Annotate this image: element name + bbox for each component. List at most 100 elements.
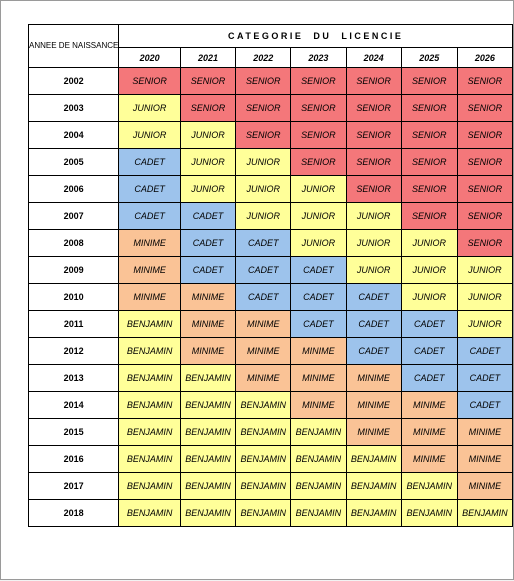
- category-cell: BENJAMIN: [235, 499, 292, 527]
- season-year-row: 2020 2021 2022 2023 2024 2025 2026: [29, 47, 514, 68]
- season-year-header: 2022: [235, 47, 292, 68]
- category-cell: MINIME: [456, 418, 514, 446]
- category-cell: JUNIOR: [118, 121, 181, 149]
- category-cell: JUNIOR: [179, 121, 237, 149]
- table-row: 2014 BENJAMIN BENJAMIN BENJAMIN MINIME MINIME…: [27, 391, 514, 419]
- category-cell: MINIME: [118, 256, 181, 284]
- table-row: 2017 BENJAMIN BENJAMIN BENJAMIN BENJAMIN BENJ…: [27, 472, 514, 500]
- category-cell: MINIME: [400, 418, 458, 446]
- category-cell: CADET: [456, 364, 514, 392]
- category-cell: BENJAMIN: [179, 472, 237, 500]
- birth-year-cell: 2006: [27, 175, 120, 203]
- category-cell: MINIME: [235, 364, 292, 392]
- category-cell: CADET: [118, 148, 181, 176]
- season-year-header: 2026: [456, 47, 514, 68]
- category-cell: SENIOR: [456, 94, 514, 122]
- category-cell: CADET: [118, 175, 181, 203]
- birth-year-cell: 2012: [27, 337, 120, 365]
- category-cell: CADET: [345, 283, 402, 311]
- category-cell: BENJAMIN: [179, 499, 237, 527]
- category-cell: SENIOR: [235, 67, 292, 95]
- table-row: 2010 MINIME MINIME CADET CADET CADET JUNIOR JUN…: [27, 283, 514, 311]
- birth-year-cell: 2016: [27, 445, 120, 473]
- category-cell: JUNIOR: [345, 202, 402, 230]
- category-cell: MINIME: [179, 337, 237, 365]
- category-cell: BENJAMIN: [400, 499, 458, 527]
- birth-year-cell: 2013: [27, 364, 120, 392]
- category-cell: CADET: [290, 310, 347, 338]
- category-cell: BENJAMIN: [345, 472, 402, 500]
- category-cell: CADET: [179, 256, 237, 284]
- table-row: 2013 BENJAMIN BENJAMIN MINIME MINIME MINIME CA…: [27, 364, 514, 392]
- category-cell: JUNIOR: [456, 283, 514, 311]
- category-cell: MINIME: [345, 391, 402, 419]
- birth-year-cell: 2014: [27, 391, 120, 419]
- birth-year-cell: 2002: [27, 67, 120, 95]
- category-cell: BENJAMIN: [118, 310, 181, 338]
- category-cell: MINIME: [345, 418, 402, 446]
- category-cell: JUNIOR: [400, 229, 458, 257]
- table-row: 2004 JUNIOR JUNIOR SENIOR SENIOR SENIOR SENIOR…: [27, 121, 514, 149]
- category-cell: JUNIOR: [290, 202, 347, 230]
- category-cell: CADET: [400, 310, 458, 338]
- category-cell: CADET: [345, 310, 402, 338]
- category-cell: BENJAMIN: [179, 445, 237, 473]
- category-cell: CADET: [235, 283, 292, 311]
- category-cell: SENIOR: [456, 148, 514, 176]
- category-cell: SENIOR: [345, 175, 402, 203]
- category-cell: BENJAMIN: [345, 499, 402, 527]
- category-cell: SENIOR: [235, 121, 292, 149]
- category-cell: CADET: [400, 364, 458, 392]
- category-cell: SENIOR: [400, 148, 458, 176]
- category-cell: MINIME: [179, 283, 237, 311]
- category-cell: MINIME: [118, 283, 181, 311]
- category-cell: CADET: [345, 337, 402, 365]
- category-cell: JUNIOR: [118, 94, 181, 122]
- category-cell: BENJAMIN: [118, 364, 181, 392]
- category-cell: CADET: [118, 202, 181, 230]
- category-cell: JUNIOR: [235, 175, 292, 203]
- category-cell: SENIOR: [235, 94, 292, 122]
- category-cell: MINIME: [456, 445, 514, 473]
- category-cell: MINIME: [118, 229, 181, 257]
- category-cell: SENIOR: [456, 229, 514, 257]
- category-cell: JUNIOR: [456, 310, 514, 338]
- category-cell: CADET: [290, 283, 347, 311]
- birth-year-cell: 2009: [27, 256, 120, 284]
- category-cell: JUNIOR: [290, 175, 347, 203]
- table-row: 2018 BENJAMIN BENJAMIN BENJAMIN BENJAMIN BENJ…: [27, 499, 514, 527]
- category-cell: SENIOR: [456, 175, 514, 203]
- category-cell: SENIOR: [290, 148, 347, 176]
- category-cell: CADET: [235, 229, 292, 257]
- category-cell: SENIOR: [290, 121, 347, 149]
- category-cell: BENJAMIN: [290, 418, 347, 446]
- category-cell: BENJAMIN: [235, 391, 292, 419]
- table-row: 2005 CADET JUNIOR JUNIOR SENIOR SENIOR SENIOR S…: [27, 148, 514, 176]
- category-cell: MINIME: [400, 445, 458, 473]
- category-cell: MINIME: [235, 310, 292, 338]
- category-cell: MINIME: [235, 337, 292, 365]
- table-row: 2011 BENJAMIN MINIME MINIME CADET CADET CADET J…: [27, 310, 514, 338]
- category-cell: SENIOR: [345, 121, 402, 149]
- birth-year-cell: 2003: [27, 94, 120, 122]
- table-title: CATEGORIE DU LICENCIE: [118, 24, 513, 48]
- category-cell: JUNIOR: [400, 283, 458, 311]
- category-cell: JUNIOR: [235, 202, 292, 230]
- table-row: 2002 SENIOR SENIOR SENIOR SENIOR SENIOR SENIOR…: [27, 67, 514, 95]
- birth-year-cell: 2018: [27, 499, 120, 527]
- category-cell: BENJAMIN: [345, 445, 402, 473]
- table-row: 2012 BENJAMIN MINIME MINIME MINIME CADET CADET…: [27, 337, 514, 365]
- table-row: 2016 BENJAMIN BENJAMIN BENJAMIN BENJAMIN BENJ…: [27, 445, 514, 473]
- category-cell: BENJAMIN: [290, 472, 347, 500]
- birth-year-cell: 2010: [27, 283, 120, 311]
- category-cell: CADET: [400, 337, 458, 365]
- category-cell: SENIOR: [456, 121, 514, 149]
- category-cell: SENIOR: [400, 202, 458, 230]
- category-cell: BENJAMIN: [118, 418, 181, 446]
- category-cell: CADET: [179, 229, 237, 257]
- category-cell: BENJAMIN: [118, 499, 181, 527]
- season-year-header: 2021: [179, 47, 237, 68]
- category-cell: SENIOR: [290, 94, 347, 122]
- season-year-header: 2024: [345, 47, 402, 68]
